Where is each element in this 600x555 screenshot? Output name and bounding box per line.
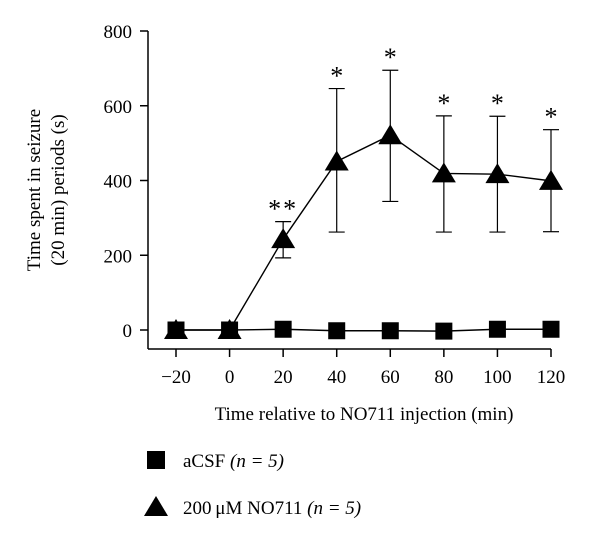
legend-item-acsf: aCSF (n = 5) [147,451,284,472]
y-ticks: 0 200 400 600 800 [104,22,148,342]
significance-marker: ** [268,195,298,224]
data-point-square [328,322,346,340]
legend: aCSF (n = 5) 200 μM NO711 (n = 5) [144,451,361,519]
significance-marker: * [437,89,450,118]
data-point-square [274,320,292,338]
data-point-triangle [164,319,188,339]
y-tick-label: 400 [104,172,133,193]
y-tick-label: 0 [123,321,133,342]
y-tick-label: 200 [104,246,133,267]
legend-label-no711: 200 μM NO711 (n = 5) [183,498,361,519]
x-tick-label: 80 [434,367,453,388]
data-point-triangle [324,150,349,171]
x-tick-label: 0 [225,367,235,388]
data-point-triangle [539,169,563,190]
y-axis-title-line-2: (20 min) periods (s) [48,114,69,265]
data-point-triangle [217,319,242,339]
legend-label-acsf: aCSF (n = 5) [183,451,284,472]
significance-marker: * [384,43,397,72]
significance-marker: * [491,89,504,118]
axes: 0 200 400 600 800 −20 0 20 40 60 80 100 120 [104,22,566,388]
data-point-triangle [378,124,403,145]
legend-item-no711: 200 μM NO711 (n = 5) [144,496,361,519]
x-tick-label: 100 [483,367,512,388]
x-tick-label: −20 [161,367,191,388]
series-line [176,328,551,332]
data-point-square [542,320,560,338]
data-point-square [488,320,506,338]
legend-square-marker [147,451,165,469]
significance-annotations: ***** * * [268,43,557,223]
series-layer [164,69,563,340]
y-tick-label: 600 [104,97,133,118]
data-point-triangle [271,228,296,249]
data-point-triangle [431,162,456,183]
y-axis-title-line-1: Time spent in seizure [24,109,45,271]
series-no711 [164,69,563,339]
significance-marker: * [545,103,558,132]
x-ticks: −20 0 20 40 60 80 100 120 [161,349,565,388]
legend-triangle-marker [144,496,168,516]
data-point-square [435,322,453,340]
data-point-square [381,322,399,340]
series-line [176,134,552,331]
x-axis-title: Time relative to NO711 injection (min) [215,404,514,425]
x-tick-label: 120 [537,367,566,388]
significance-marker: * [330,62,343,91]
data-point-triangle [485,163,510,184]
x-tick-label: 60 [381,367,400,388]
y-tick-label: 800 [104,22,133,43]
x-tick-label: 20 [274,367,293,388]
x-tick-label: 40 [327,367,346,388]
